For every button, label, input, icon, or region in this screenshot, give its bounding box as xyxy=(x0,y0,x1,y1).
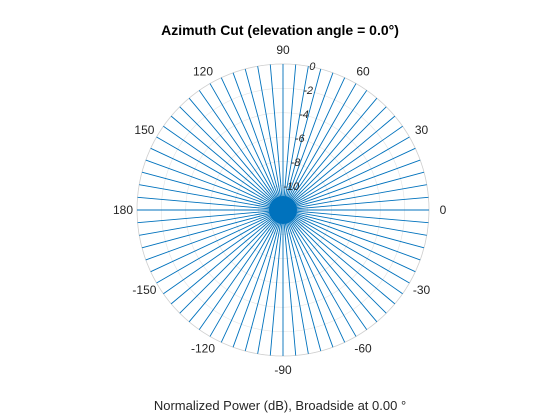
theta-tick-label: -60 xyxy=(354,342,372,356)
theta-tick-label: 150 xyxy=(134,123,154,137)
theta-tick-label: -30 xyxy=(413,283,431,297)
chart-title: Azimuth Cut (elevation angle = 0.0°) xyxy=(161,22,399,38)
theta-tick-label: 30 xyxy=(415,123,429,137)
theta-tick-label: 60 xyxy=(356,64,370,78)
data-series xyxy=(136,63,430,357)
r-tick-label: 0 xyxy=(309,61,316,73)
r-tick-label: -8 xyxy=(291,157,302,169)
theta-tick-label: -150 xyxy=(132,283,156,297)
tick-labels: 0 30 60 90 120 150 180 -150 -120 -90 -60 -30 0 -2 -4 -6… xyxy=(113,43,447,377)
r-tick-label: -6 xyxy=(295,133,306,145)
r-tick-label: -4 xyxy=(299,109,309,121)
theta-tick-label: 90 xyxy=(276,43,290,57)
theta-tick-label: -90 xyxy=(274,363,292,377)
theta-tick-label: 180 xyxy=(113,203,133,217)
r-tick-label: -10 xyxy=(283,181,300,193)
theta-tick-label: 120 xyxy=(193,64,213,78)
x-axis-label: Normalized Power (dB), Broadside at 0.00… xyxy=(153,398,407,413)
series-center-core xyxy=(269,196,297,224)
theta-tick-label: -120 xyxy=(191,342,215,356)
r-tick-label: -2 xyxy=(303,85,313,97)
theta-tick-label: 0 xyxy=(440,203,447,217)
